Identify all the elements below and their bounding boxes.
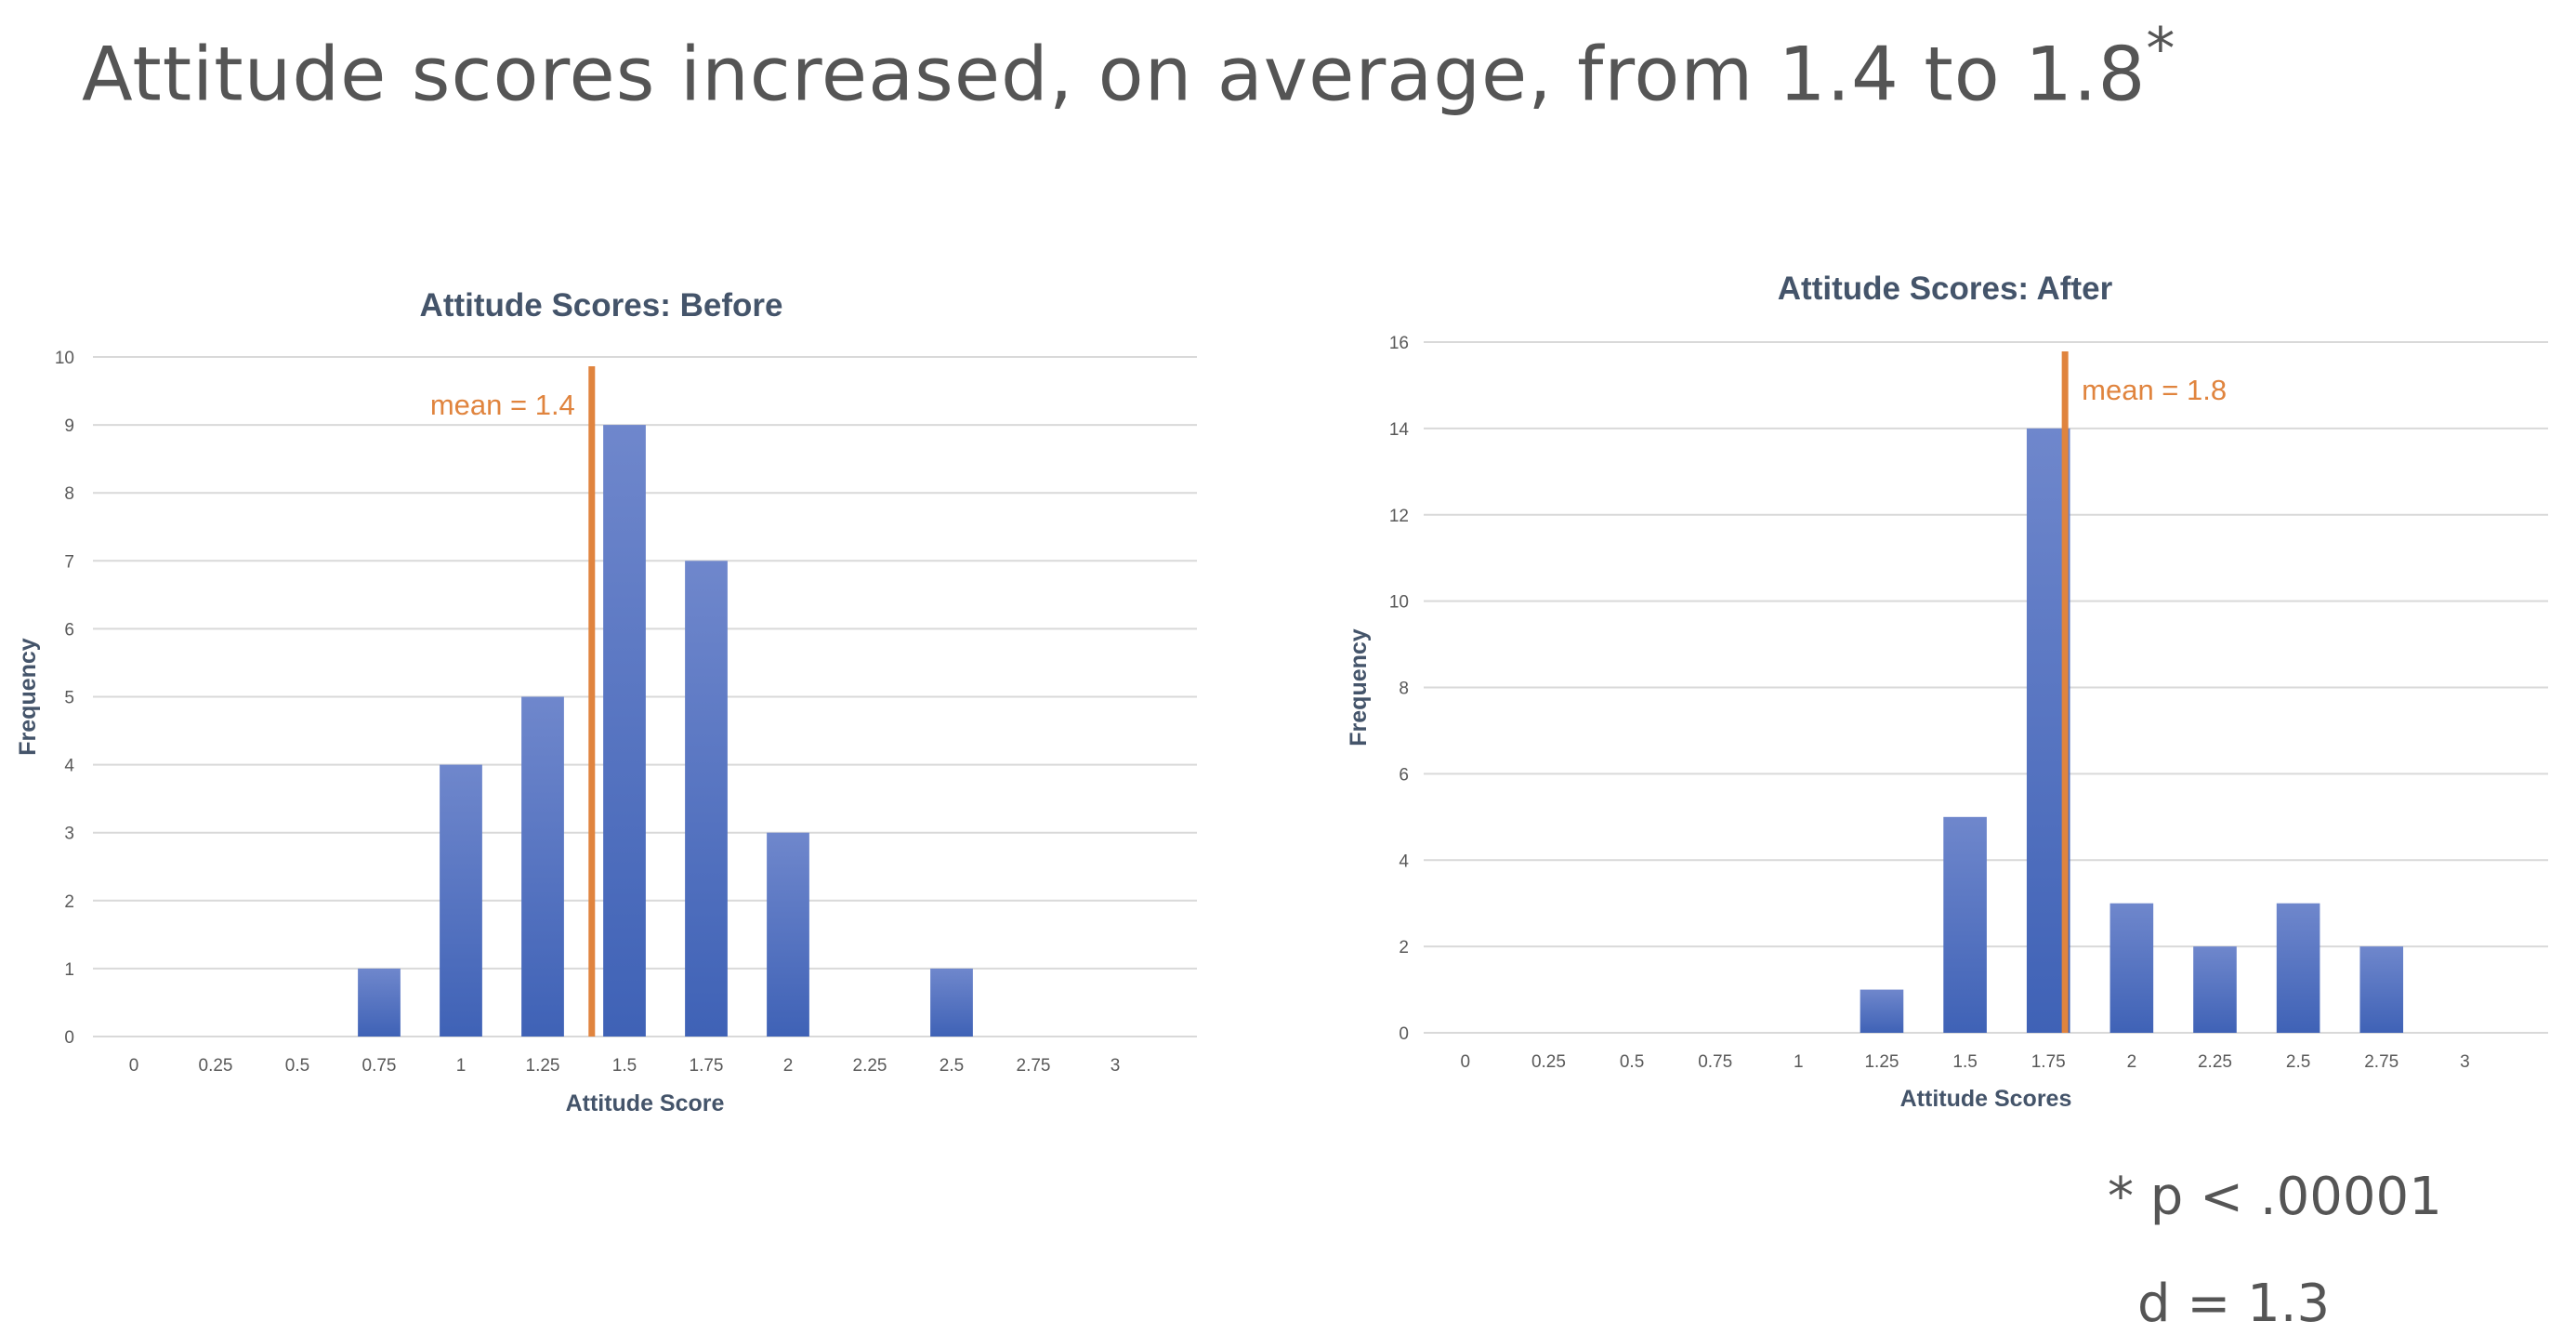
before-x-tick-label: 0	[129, 1056, 139, 1076]
after-x-tick-label: 3	[2460, 1052, 2470, 1072]
before-chart-title: Attitude Scores: Before	[420, 287, 783, 324]
before-y-tick-label: 3	[64, 825, 74, 844]
after-y-tick-label: 14	[1389, 420, 1410, 440]
after-bar	[1943, 816, 1987, 1033]
before-y-tick-label: 2	[64, 892, 74, 912]
after-y-tick-label: 8	[1399, 680, 1409, 699]
footnote-p-value: * p < .00001	[2108, 1167, 2442, 1227]
after-bar	[2276, 903, 2320, 1033]
before-x-tick-label: 0.25	[199, 1056, 233, 1076]
before-y-tick-label: 0	[64, 1028, 74, 1048]
after-bar	[2109, 903, 2154, 1033]
before-y-tick-label: 4	[64, 757, 74, 776]
before-x-tick-label: 1.75	[690, 1056, 724, 1076]
before-x-tick-label: 2	[783, 1056, 794, 1076]
after-x-tick-label: 2.25	[2198, 1052, 2232, 1072]
after-x-tick-label: 1.75	[2031, 1052, 2066, 1072]
after-x-axis-label: Attitude Scores	[1900, 1086, 2072, 1112]
before-y-tick-label: 9	[64, 416, 74, 436]
after-x-tick-label: 0.75	[1698, 1052, 1732, 1072]
before-x-tick-label: 1	[456, 1056, 467, 1076]
before-y-tick-label: 5	[64, 689, 74, 708]
slide-title: Attitude scores increased, on average, f…	[82, 15, 2175, 118]
after-x-tick-label: 2.5	[2286, 1052, 2310, 1072]
after-y-tick-label: 16	[1389, 334, 1409, 353]
before-bar	[685, 561, 728, 1037]
footnote-effect-size: d = 1.3	[2137, 1274, 2331, 1334]
before-x-tick-label: 1.25	[526, 1056, 560, 1076]
after-y-tick-label: 6	[1399, 765, 1409, 785]
before-y-tick-label: 8	[64, 484, 74, 504]
before-y-tick-label: 6	[64, 620, 74, 640]
after-y-axis-label: Frequency	[1346, 628, 1372, 746]
before-y-tick-label: 7	[64, 552, 74, 572]
after-x-tick-label: 1	[1794, 1052, 1804, 1072]
after-bar	[2193, 946, 2237, 1033]
before-x-tick-label: 2.75	[1017, 1056, 1051, 1076]
after-x-tick-label: 2.75	[2364, 1052, 2399, 1072]
before-x-tick-label: 0.75	[362, 1056, 397, 1076]
after-bar	[1860, 989, 1904, 1033]
after-y-tick-label: 12	[1389, 507, 1409, 526]
before-y-axis-label: Frequency	[15, 638, 41, 756]
before-bar	[767, 832, 809, 1037]
chart-after: 0 2 4 6 8 10 12 14 16 0 0.25 0.5 0.75 1 1.25 1.5 1.75 2 2.…	[1346, 271, 2548, 1112]
before-x-tick-label: 2.25	[853, 1056, 887, 1076]
after-mean-label: mean = 1.8	[2082, 374, 2227, 406]
significance-marker: *	[2146, 15, 2176, 83]
before-x-tick-label: 3	[1111, 1056, 1121, 1076]
before-x-axis-label: Attitude Score	[566, 1090, 725, 1116]
after-chart-title: Attitude Scores: After	[1778, 271, 2113, 307]
after-x-tick-label: 0.5	[1620, 1052, 1644, 1072]
before-x-tick-label: 2.5	[940, 1056, 964, 1076]
before-bar	[930, 968, 973, 1037]
after-y-tick-label: 0	[1399, 1024, 1409, 1044]
before-x-tick-label: 1.5	[612, 1056, 637, 1076]
before-y-tick-label: 1	[64, 960, 74, 980]
after-y-tick-label: 4	[1399, 852, 1409, 871]
before-mean-label: mean = 1.4	[430, 389, 575, 421]
after-x-tick-label: 0.25	[1531, 1052, 1566, 1072]
after-x-tick-label: 1.25	[1864, 1052, 1899, 1072]
after-bar	[2359, 946, 2404, 1033]
after-x-tick-label: 0	[1461, 1052, 1471, 1072]
chart-before: 0 1 2 3 4 5 6 7 8 9 10 0 0.25 0.5 0.75 1 1.25 1.5 1.75 2 2.2…	[15, 287, 1197, 1116]
after-x-tick-label: 1.5	[1952, 1052, 1977, 1072]
before-bar	[521, 696, 564, 1037]
slide-title-text: Attitude scores increased, on average, f…	[82, 31, 2147, 118]
after-y-tick-label: 10	[1389, 593, 1409, 613]
before-y-tick-label: 10	[55, 349, 74, 368]
before-x-tick-label: 0.5	[285, 1056, 309, 1076]
before-bar	[358, 968, 401, 1037]
after-x-tick-label: 2	[2127, 1052, 2137, 1072]
before-bar	[603, 425, 646, 1037]
before-bar	[440, 764, 482, 1037]
after-y-tick-label: 2	[1399, 938, 1409, 958]
